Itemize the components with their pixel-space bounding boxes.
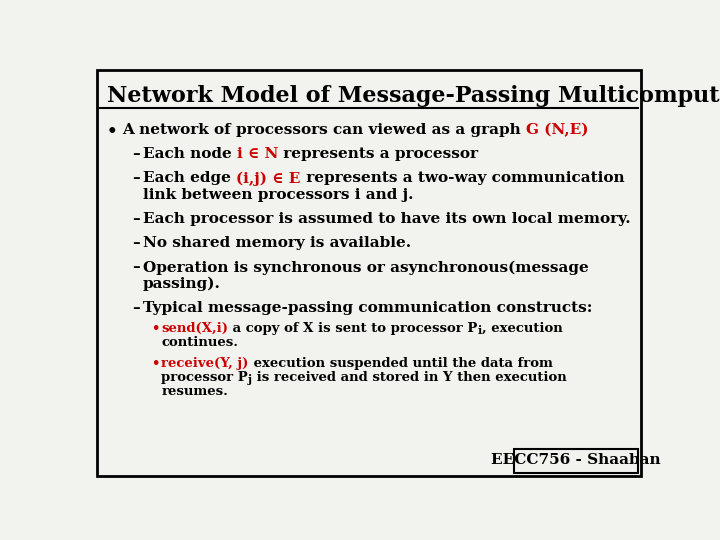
Text: receive(Y, j): receive(Y, j) (161, 357, 249, 370)
Text: A network of processors can viewed as a graph: A network of processors can viewed as a … (122, 123, 526, 137)
Text: (i,j) ∈ E: (i,j) ∈ E (236, 171, 300, 186)
Text: processor P: processor P (161, 371, 248, 384)
Text: Typical message-passing communication constructs:: Typical message-passing communication co… (143, 301, 593, 315)
Text: Each edge: Each edge (143, 171, 236, 185)
Text: represents a two-way communication: represents a two-way communication (300, 171, 624, 185)
Text: •: • (151, 357, 160, 370)
FancyBboxPatch shape (518, 451, 642, 476)
Text: is received and stored in Y then execution: is received and stored in Y then executi… (252, 371, 567, 384)
Text: G (N,E): G (N,E) (526, 123, 589, 137)
Text: resumes.: resumes. (161, 385, 228, 398)
Text: link between processors i and j.: link between processors i and j. (143, 188, 413, 202)
Text: Operation is synchronous or asynchronous(message: Operation is synchronous or asynchronous… (143, 260, 589, 275)
Text: j: j (248, 374, 252, 385)
Text: send(X,i) a copy of X is sent to processor P: send(X,i) a copy of X is sent to process… (161, 322, 478, 335)
Text: –: – (132, 147, 140, 161)
Text: –: – (132, 301, 140, 315)
Text: Each node: Each node (143, 147, 237, 161)
Text: send(X,i) a copy of X is sent to processor P: send(X,i) a copy of X is sent to process… (161, 322, 478, 335)
FancyBboxPatch shape (514, 449, 638, 473)
Text: Each processor is assumed to have its own local memory.: Each processor is assumed to have its ow… (143, 212, 631, 226)
Text: •: • (151, 322, 160, 335)
Text: –: – (132, 260, 140, 274)
Text: –: – (132, 236, 140, 250)
Text: •: • (107, 123, 117, 140)
FancyBboxPatch shape (96, 70, 642, 476)
Text: i: i (478, 325, 482, 336)
Text: represents a processor: represents a processor (279, 147, 478, 161)
Text: –: – (132, 171, 140, 185)
Text: , execution: , execution (482, 322, 563, 335)
Text: i ∈ N: i ∈ N (237, 147, 279, 161)
Text: No shared memory is available.: No shared memory is available. (143, 236, 411, 250)
Text: continues.: continues. (161, 336, 238, 349)
Text: send(X,i): send(X,i) (161, 322, 228, 335)
Text: execution suspended until the data from: execution suspended until the data from (249, 357, 553, 370)
Text: a copy of X is sent to processor P: a copy of X is sent to processor P (228, 322, 478, 335)
Text: passing).: passing). (143, 277, 221, 291)
Text: EECC756 - Shaaban: EECC756 - Shaaban (491, 453, 661, 467)
Text: –: – (132, 212, 140, 226)
Text: Network Model of Message-Passing Multicomputers: Network Model of Message-Passing Multico… (107, 85, 720, 107)
